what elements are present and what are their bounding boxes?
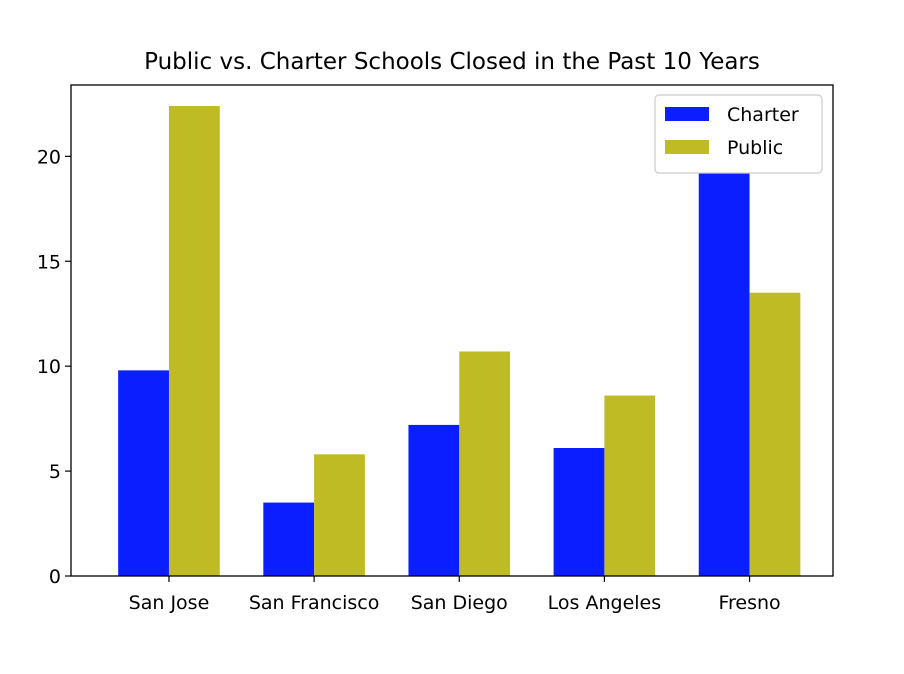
y-tick-label: 20	[37, 146, 61, 168]
bar-charter-san-jose	[118, 370, 169, 576]
legend-label-charter: Charter	[727, 104, 799, 126]
bar-public-fresno	[749, 292, 801, 576]
x-tick-label: San Jose	[129, 592, 210, 614]
legend-swatch-charter	[665, 107, 709, 121]
y-tick-label: 5	[49, 461, 61, 483]
chart-title: Public vs. Charter Schools Closed in the…	[144, 49, 760, 75]
legend-label-public: Public	[727, 137, 783, 159]
y-axis: 0 5 10 15 20	[37, 146, 71, 588]
bar-public-san-diego	[459, 351, 511, 576]
bar-public-los-angeles	[604, 395, 656, 576]
bar-charter-los-angeles	[553, 448, 605, 576]
y-tick-label: 0	[49, 566, 61, 588]
bar-public-san-jose	[168, 105, 220, 576]
x-tick-label: San Francisco	[249, 592, 380, 614]
plot-frame	[70, 84, 834, 577]
bar-charter-san-francisco	[263, 502, 315, 576]
bar-charter-san-diego	[408, 424, 460, 576]
x-tick-label: San Diego	[411, 592, 508, 614]
bar-charter-fresno	[698, 173, 750, 576]
bar-public-san-francisco	[314, 454, 365, 576]
x-tick-label: Fresno	[718, 592, 780, 614]
legend-swatch-public	[665, 140, 709, 154]
bars-layer	[118, 105, 801, 576]
y-tick-label: 15	[37, 251, 61, 273]
y-tick-label: 10	[37, 356, 61, 378]
legend: Charter Public	[654, 94, 823, 174]
x-axis: San Jose San Francisco San Diego Los Angele…	[129, 576, 781, 614]
x-tick-label: Los Angeles	[548, 592, 661, 614]
